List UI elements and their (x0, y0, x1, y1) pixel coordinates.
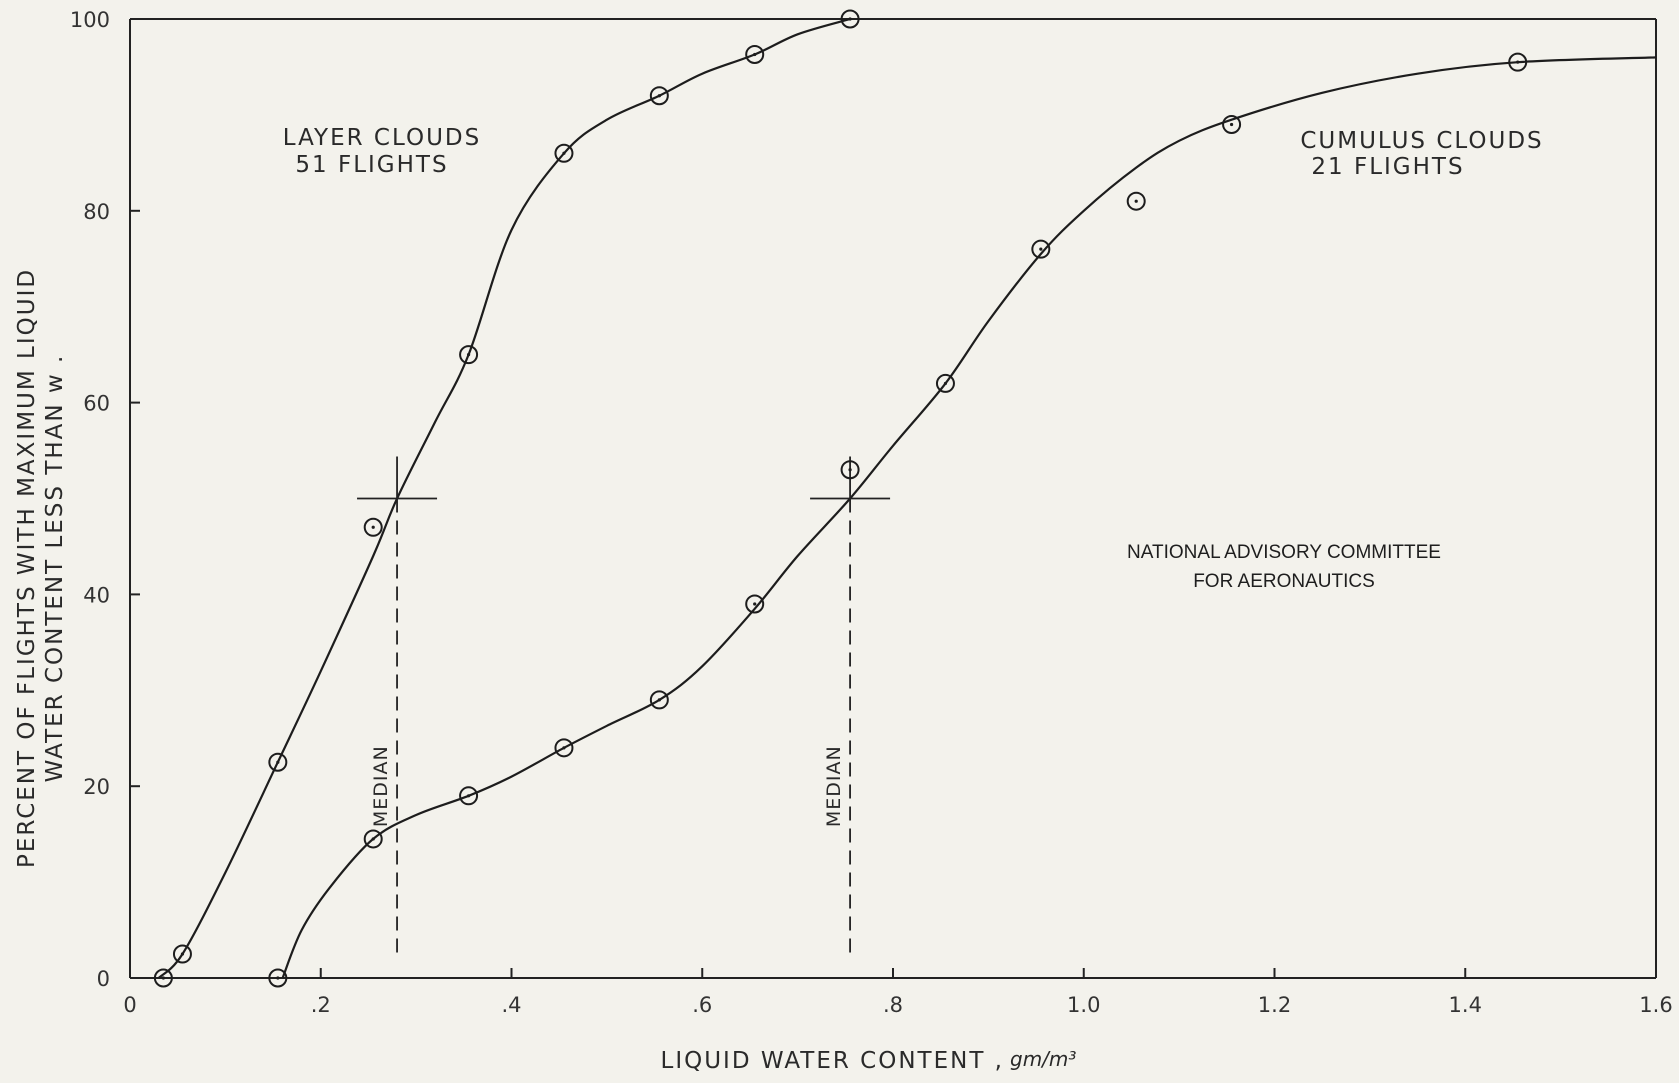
naca-annotation-line-1: NATIONAL ADVISORY COMMITTEE (1127, 542, 1441, 563)
x-tick-label: 1.4 (1449, 993, 1482, 1017)
layer-curve (159, 19, 851, 978)
layer-data-point (174, 946, 191, 963)
y-tick-label: 100 (70, 8, 110, 32)
median-markers: MEDIAN MEDIAN (357, 457, 890, 959)
cumulus-data-point (555, 739, 572, 756)
layer-series-flights: 51 FLIGHTS (295, 152, 448, 178)
y-tick-label: 60 (83, 392, 110, 416)
x-tick-label: 1.2 (1258, 993, 1291, 1017)
naca-annotation-line-2: FOR AERONAUTICS (1193, 571, 1375, 592)
x-tick-label: 0 (123, 993, 136, 1017)
x-tick-labels: 0 .2 .4 .6 .8 1.0 1.2 1.4 1.6 (123, 968, 1672, 1017)
x-tick-label: .4 (501, 993, 521, 1017)
layer-data-point (365, 519, 382, 536)
cumulus-series-name: CUMULUS CLOUDS (1300, 128, 1543, 154)
x-tick-label: .2 (311, 993, 331, 1017)
layer-data-point (460, 346, 477, 363)
x-axis-unit: gm/m³ (1010, 1047, 1076, 1071)
cumulus-data-point (460, 787, 477, 804)
y-tick-label: 20 (83, 775, 110, 799)
y-tick-label: 80 (83, 200, 110, 224)
layer-data-point (746, 46, 763, 63)
layer-median-label: MEDIAN (370, 745, 392, 827)
cumulus-data-point (937, 375, 954, 392)
x-tick-label: .8 (883, 993, 903, 1017)
layer-series-name: LAYER CLOUDS (283, 125, 481, 151)
x-axis-label: LIQUID WATER CONTENT , (661, 1048, 1004, 1074)
cumulus-data-point (651, 691, 668, 708)
cumulus-data-point (1128, 193, 1145, 210)
y-axis-label-line-1: PERCENT OF FLIGHTS WITH MAXIMUM LIQUID (14, 268, 40, 868)
cumulus-curve (283, 57, 1656, 978)
layer-data-point (651, 87, 668, 104)
x-tick-label: 1.0 (1067, 993, 1100, 1017)
y-tick-label: 0 (97, 967, 110, 991)
y-tick-label: 40 (83, 583, 110, 607)
y-axis-label-line-2: WATER CONTENT LESS THAN w . (42, 354, 68, 783)
cumulus-series-flights: 21 FLIGHTS (1311, 154, 1464, 180)
cumulus-data-point (365, 830, 382, 847)
x-tick-label: .6 (692, 993, 712, 1017)
cumulus-data-point (1223, 116, 1240, 133)
layer-data-point (269, 754, 286, 771)
layer-data-point (555, 145, 572, 162)
cumulus-median-label: MEDIAN (823, 745, 845, 827)
x-tick-label: 1.6 (1639, 993, 1672, 1017)
